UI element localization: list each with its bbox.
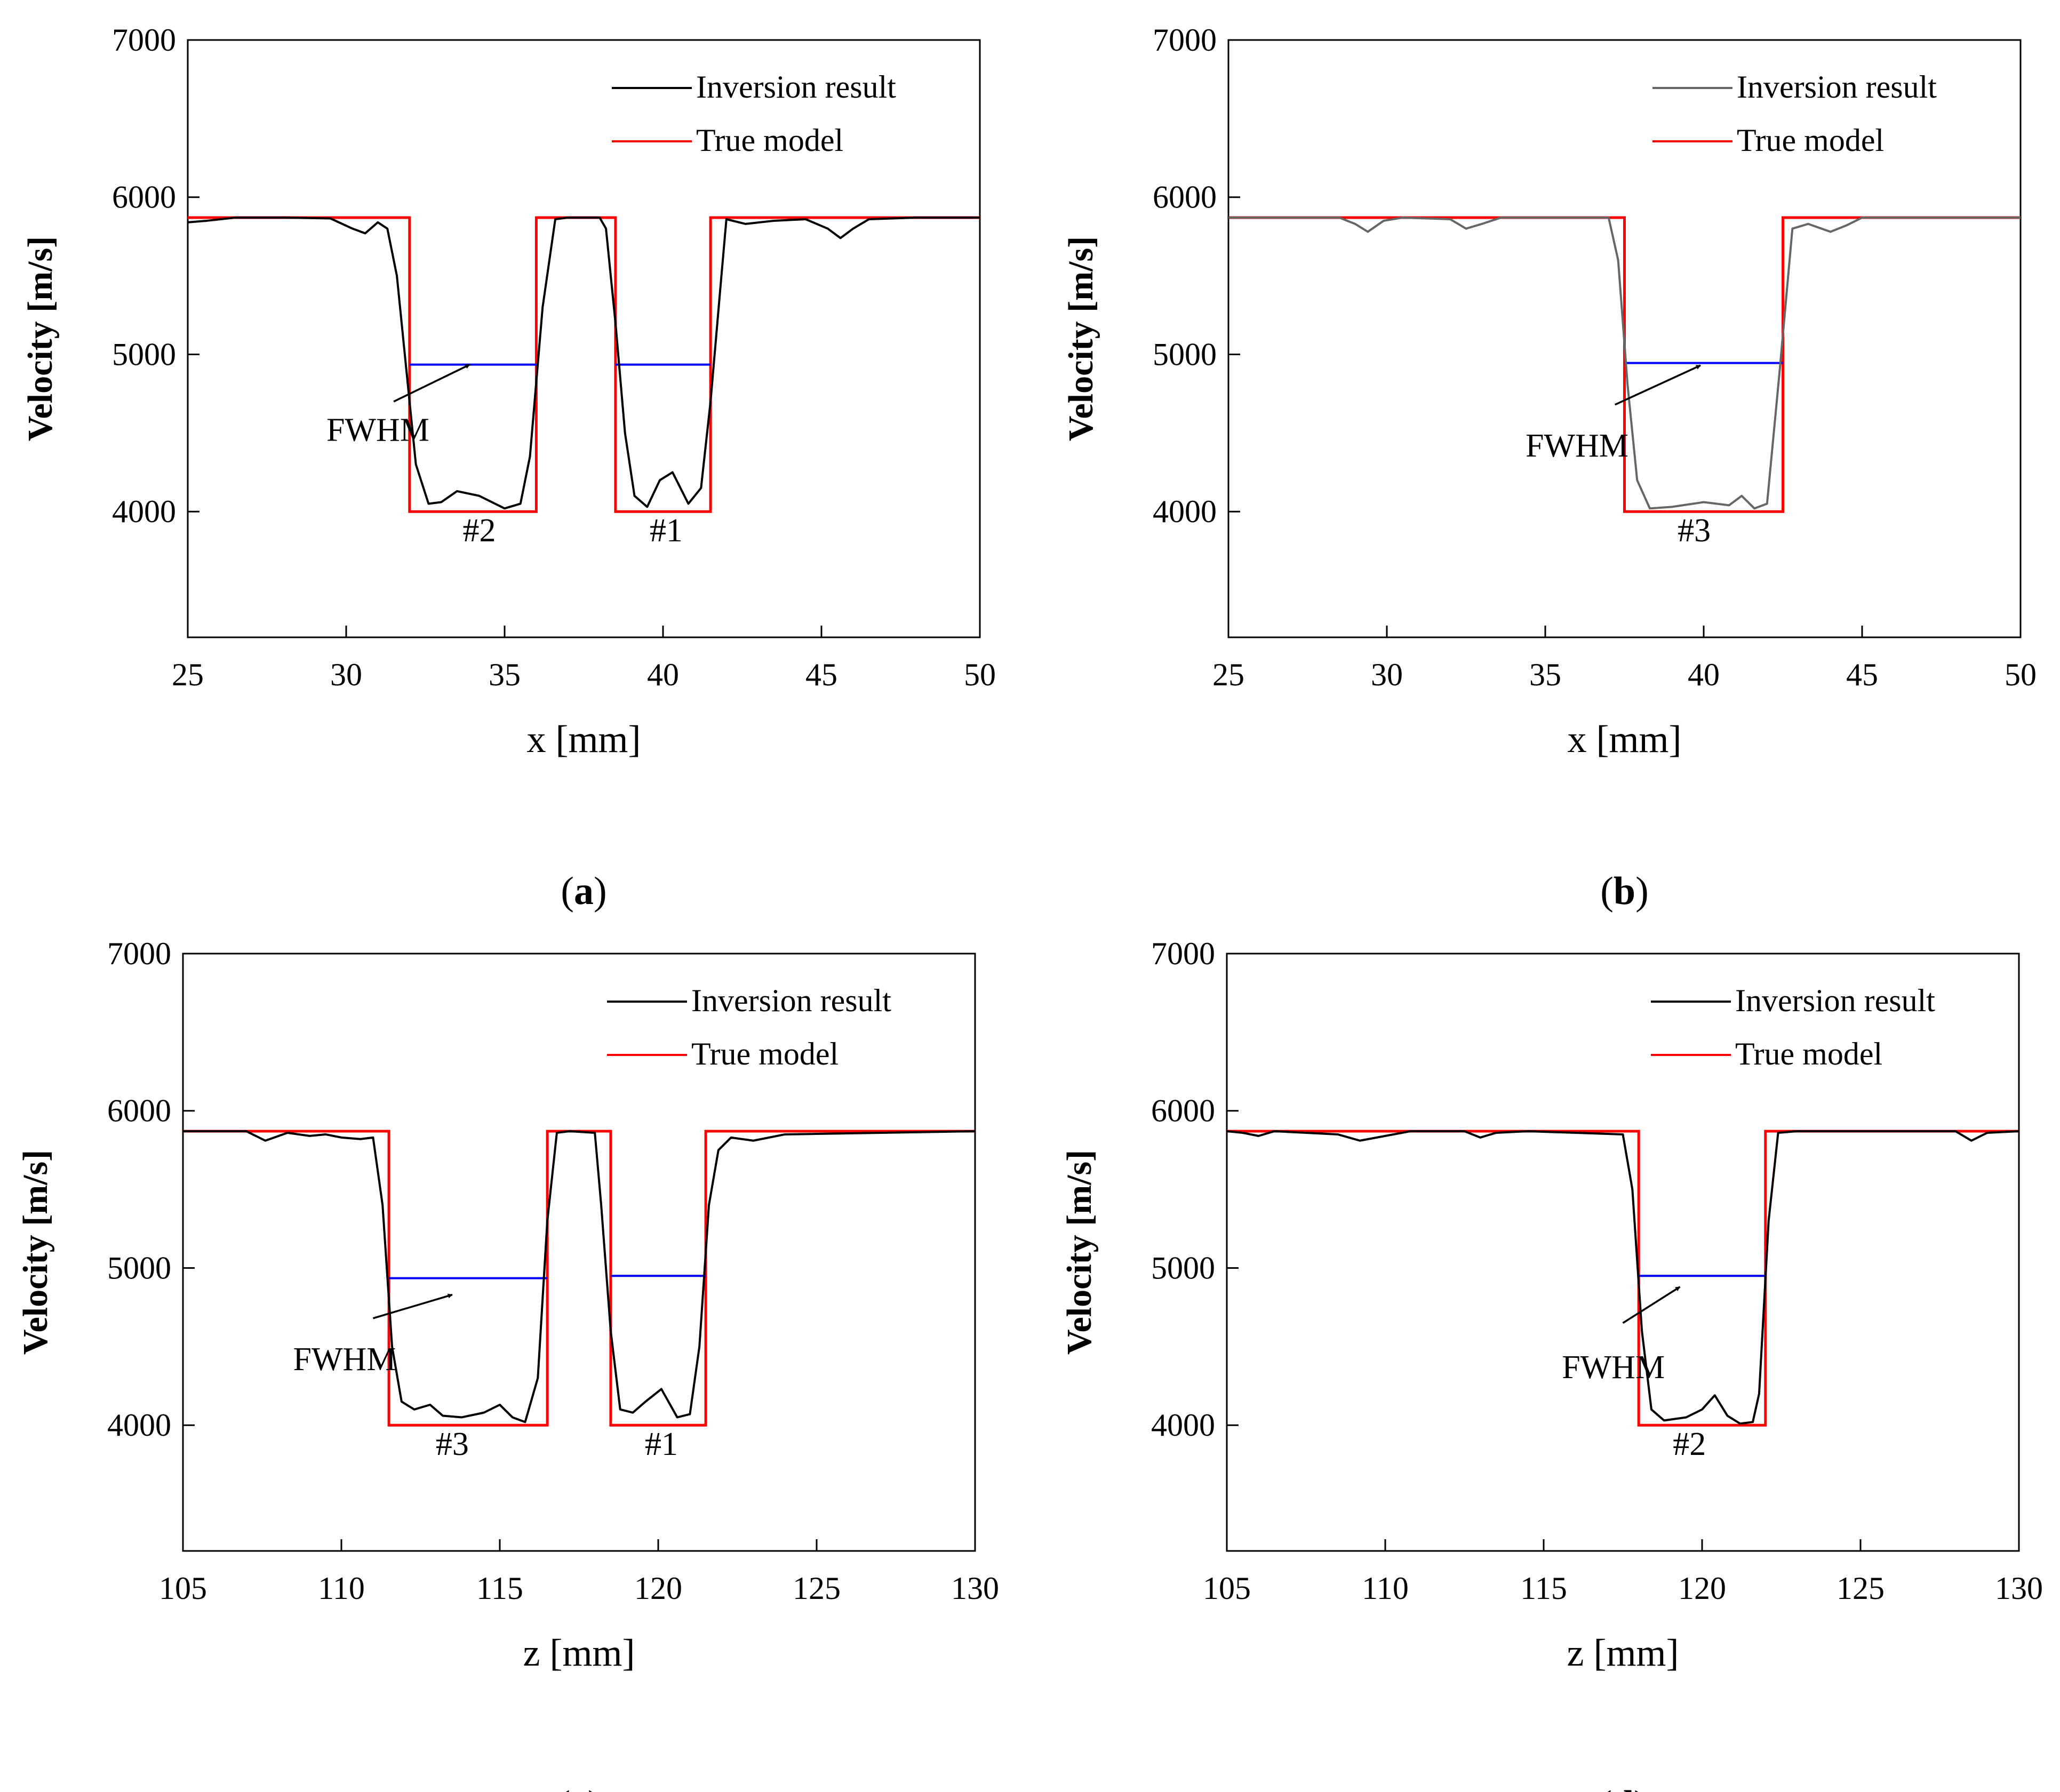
x-tick-label: 50 [2005,657,2037,692]
y-axis-label: Velocity [m/s] [1060,1150,1099,1355]
x-tick-label: 25 [1212,657,1244,692]
legend: Inversion result True model [1652,69,1937,158]
legend: Inversion result True model [1651,983,1935,1071]
axes-frame [1226,953,2020,1552]
y-tick-label: 6000 [107,1093,171,1129]
legend-label-true-model: True model [696,123,843,158]
x-axis-label: x [mm] [527,718,641,761]
x-tick-label: 25 [172,657,204,692]
legend-label-true-model: True model [1735,1036,1882,1071]
panel-caption: (b) [1600,869,1648,913]
legend-label-inversion: Inversion result [691,983,891,1018]
x-tick-label: 45 [1846,657,1878,692]
fwhm-label: FWHM [1526,428,1628,464]
series-inversion-result [187,217,980,510]
x-axis-label: x [mm] [1568,718,1682,761]
x-tick-label: 30 [330,657,362,692]
series-inversion-result [1226,1130,2019,1425]
panel-caption-letter: c [570,1783,588,1792]
legend: Inversion result True model [607,983,891,1071]
y-axis-label: Velocity [m/s] [21,236,60,441]
y-tick-label: 4000 [1153,494,1217,529]
defect-label: #2 [462,513,496,549]
panel-b: 4000 5000 6000 7000 25 30 35 40 45 50 x [mm] Veloci… [1061,22,2037,913]
axes-frame [187,39,981,638]
x-tick-label: 105 [159,1571,207,1606]
x-tick-label: 35 [489,657,521,692]
y-tick-label: 7000 [1153,22,1217,58]
x-tick-label: 110 [1362,1571,1409,1606]
axes-frame [182,953,976,1552]
panel-caption-letter: d [1612,1783,1634,1792]
defect-label: #3 [1678,513,1711,549]
panel-c: 4000 5000 6000 7000 105 110 115 120 125 130 z [mm]… [16,936,999,1792]
y-tick-label: 7000 [112,22,176,58]
x-tick-label: 120 [634,1571,682,1606]
y-tick-label: 5000 [107,1250,171,1285]
y-tick-label: 5000 [1151,1250,1215,1285]
x-axis-label: z [mm] [523,1631,635,1674]
series-inversion-result [183,1130,976,1423]
x-tick-label: 130 [951,1571,999,1606]
x-tick-label: 115 [476,1571,523,1606]
fwhm-arrow [1614,364,1701,406]
y-tick-label: 7000 [1151,936,1215,971]
panel-caption: (c) [557,1783,601,1792]
legend-label-true-model: True model [1737,123,1884,158]
series-inversion-result [1228,217,2021,510]
defect-label: #2 [1673,1426,1706,1462]
legend-label-true-model: True model [691,1036,839,1071]
panel-caption-letter: a [574,869,594,913]
x-tick-label: 125 [1837,1571,1885,1606]
x-tick-label: 125 [793,1571,841,1606]
panel-caption: (a) [561,869,606,913]
fwhm-arrow [1622,1286,1681,1324]
defect-label: #1 [650,513,683,549]
series-true-model [183,1130,975,1427]
y-tick-label: 4000 [1151,1407,1215,1443]
y-tick-label: 4000 [107,1407,171,1443]
x-tick-label: 40 [647,657,679,692]
y-tick-label: 6000 [1151,1093,1215,1129]
x-tick-label: 50 [964,657,996,692]
x-tick-label: 115 [1520,1571,1567,1606]
panel-d: 4000 5000 6000 7000 105 110 115 120 125 130 z [mm]… [1060,936,2043,1792]
x-tick-label: 130 [1995,1571,2043,1606]
y-axis-label: Velocity [m/s] [16,1150,55,1355]
fwhm-label: FWHM [1562,1349,1665,1386]
legend-label-inversion: Inversion result [1737,69,1937,105]
fwhm-arrow [372,1293,453,1319]
x-tick-label: 105 [1203,1571,1251,1606]
y-tick-label: 6000 [112,180,176,215]
x-tick-label: 30 [1371,657,1403,692]
defect-label: #3 [436,1426,469,1462]
x-axis-label: z [mm] [1567,1631,1679,1674]
x-tick-label: 110 [318,1571,365,1606]
y-tick-label: 5000 [1153,337,1217,372]
series-true-model [188,216,980,513]
axes-frame [1227,39,2022,638]
series-true-model [1228,216,2021,513]
legend: Inversion result True model [612,69,896,158]
fwhm-label: FWHM [326,412,429,449]
y-tick-label: 7000 [107,936,171,971]
x-tick-label: 120 [1678,1571,1726,1606]
y-tick-label: 6000 [1153,180,1217,215]
legend-label-inversion: Inversion result [1735,983,1935,1018]
y-tick-label: 5000 [112,337,176,372]
defect-label: #1 [645,1426,678,1462]
y-axis-label: Velocity [m/s] [1061,236,1100,441]
panel-caption-letter: b [1614,869,1635,913]
x-tick-label: 35 [1529,657,1561,692]
y-tick-label: 4000 [112,494,176,529]
fwhm-arrow [393,364,470,403]
panel-a: 4000 5000 6000 7000 25 30 35 40 45 50 x [mm] Veloci… [21,22,996,913]
x-tick-label: 40 [1688,657,1720,692]
x-tick-label: 45 [805,657,837,692]
panel-caption: (d) [1599,1783,1647,1792]
legend-label-inversion: Inversion result [696,69,896,105]
fwhm-label: FWHM [293,1341,396,1378]
